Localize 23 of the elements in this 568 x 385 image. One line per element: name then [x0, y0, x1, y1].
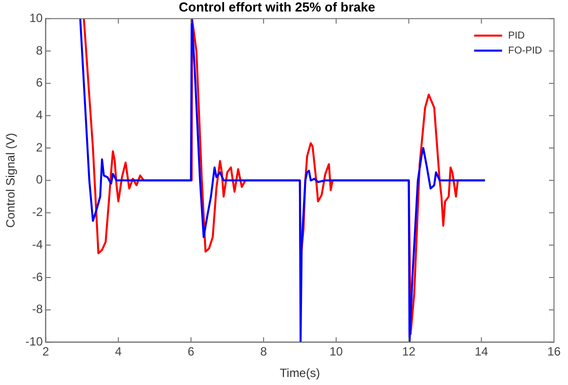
- y-axis-title: Control Signal (V): [4, 133, 18, 228]
- y-tick-label: -8: [32, 302, 44, 316]
- y-tick-label: 6: [36, 76, 44, 90]
- x-tick-label: 16: [547, 344, 561, 359]
- legend-label: FO-PID: [508, 45, 542, 56]
- y-tick-label: -2: [32, 205, 44, 220]
- chart-title: Control effort with 25% of brake: [178, 0, 376, 14]
- x-tick-label: 8: [260, 344, 268, 359]
- y-tick-label: -10: [25, 334, 44, 349]
- y-tick-label: -4: [32, 237, 44, 252]
- x-tick-label: 6: [188, 344, 195, 359]
- y-tick-label: 10: [29, 10, 44, 25]
- x-tick-label: 12: [402, 344, 416, 359]
- y-tick-label: 2: [36, 140, 44, 154]
- x-tick-label: 10: [329, 344, 344, 359]
- y-tick-label: 4: [36, 108, 44, 122]
- y-tick-label: 8: [36, 43, 44, 58]
- y-tick-label: 0: [36, 172, 44, 187]
- legend-label: PID: [508, 30, 525, 42]
- x-tick-label: 4: [115, 344, 122, 359]
- x-axis-title: Time(s): [280, 366, 320, 380]
- x-tick-label: 14: [474, 344, 488, 359]
- y-tick-label: -6: [32, 270, 44, 284]
